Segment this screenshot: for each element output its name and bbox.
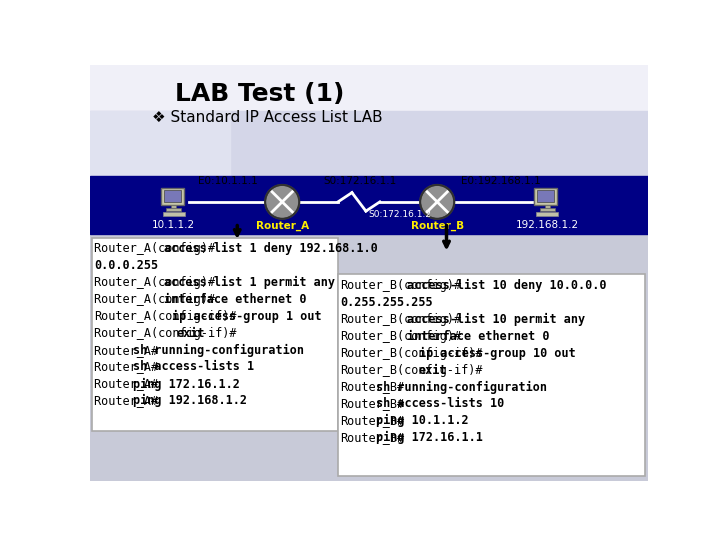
Text: 192.168.1.2: 192.168.1.2 bbox=[516, 220, 579, 231]
Text: Router_B#: Router_B# bbox=[341, 414, 405, 427]
Bar bbox=[90, 234, 214, 481]
Text: interface ethernet 0: interface ethernet 0 bbox=[164, 293, 307, 306]
Text: Router_B#: Router_B# bbox=[341, 381, 405, 394]
Text: E0:192.168.1.1: E0:192.168.1.1 bbox=[461, 176, 541, 186]
Text: Router_B(config-if)#: Router_B(config-if)# bbox=[341, 363, 483, 376]
Bar bbox=[163, 212, 184, 217]
Text: ip access-group 1 out: ip access-group 1 out bbox=[172, 309, 322, 323]
Text: interface ethernet 0: interface ethernet 0 bbox=[407, 330, 549, 343]
Text: LAB Test (1): LAB Test (1) bbox=[175, 82, 345, 106]
Text: 10.1.1.2: 10.1.1.2 bbox=[152, 220, 195, 231]
Text: Router_A#: Router_A# bbox=[94, 361, 165, 374]
Text: Router_A#: Router_A# bbox=[94, 377, 165, 390]
Text: Router_B(config)#: Router_B(config)# bbox=[341, 279, 462, 292]
Bar bbox=[171, 205, 176, 208]
Text: ping 172.16.1.1: ping 172.16.1.1 bbox=[376, 431, 482, 444]
Text: Router_A(config)#: Router_A(config)# bbox=[94, 293, 222, 306]
Bar bbox=[90, 234, 648, 481]
Bar bbox=[90, 111, 648, 234]
Text: Router_B#: Router_B# bbox=[341, 431, 405, 444]
Text: ping 192.168.1.2: ping 192.168.1.2 bbox=[133, 394, 247, 408]
Text: Router_B(config)#: Router_B(config)# bbox=[341, 330, 462, 343]
Bar bbox=[534, 188, 557, 205]
Text: sh access-lists 10: sh access-lists 10 bbox=[376, 397, 504, 410]
Text: ❖ Standard IP Access List LAB: ❖ Standard IP Access List LAB bbox=[152, 110, 382, 125]
Bar bbox=[539, 208, 555, 211]
Text: access-list 1 deny 192.168.1.0: access-list 1 deny 192.168.1.0 bbox=[164, 242, 378, 255]
Text: Router_A(config-if)#: Router_A(config-if)# bbox=[94, 327, 243, 340]
Text: Router_A: Router_A bbox=[256, 220, 309, 231]
Text: Router_A#: Router_A# bbox=[94, 343, 165, 356]
Text: Router_B: Router_B bbox=[410, 220, 464, 231]
Bar bbox=[161, 188, 184, 205]
Text: sh running-configuration: sh running-configuration bbox=[133, 343, 304, 356]
Text: Router_A(config-if)#: Router_A(config-if)# bbox=[94, 309, 236, 323]
Bar bbox=[536, 212, 558, 217]
Text: sh access-lists 1: sh access-lists 1 bbox=[133, 361, 254, 374]
Text: access-list 10 deny 10.0.0.0: access-list 10 deny 10.0.0.0 bbox=[407, 279, 606, 292]
Text: ping 172.16.1.2: ping 172.16.1.2 bbox=[133, 377, 240, 390]
Text: Router_B(config)#: Router_B(config)# bbox=[341, 313, 462, 326]
Bar bbox=[163, 190, 181, 202]
Text: sh running-configuration: sh running-configuration bbox=[376, 381, 546, 394]
Bar bbox=[537, 190, 554, 202]
Text: Router_B#: Router_B# bbox=[341, 397, 405, 410]
Text: Router_B(config-if)#: Router_B(config-if)# bbox=[341, 347, 483, 360]
Text: exit: exit bbox=[418, 363, 447, 376]
Bar bbox=[90, 65, 648, 111]
Text: ip access-group 10 out: ip access-group 10 out bbox=[418, 347, 575, 360]
Text: access-list 10 permit any: access-list 10 permit any bbox=[407, 313, 585, 326]
Text: Router_A(config)#: Router_A(config)# bbox=[94, 242, 222, 255]
Bar bbox=[166, 208, 181, 211]
Text: S0:172.16.1.2: S0:172.16.1.2 bbox=[369, 210, 431, 219]
Text: 0.255.255.255: 0.255.255.255 bbox=[341, 296, 433, 309]
Text: E0:10.1.1.1: E0:10.1.1.1 bbox=[198, 176, 258, 186]
Circle shape bbox=[420, 185, 454, 219]
Text: exit: exit bbox=[176, 327, 204, 340]
Circle shape bbox=[265, 185, 300, 219]
Text: 0.0.0.255: 0.0.0.255 bbox=[94, 259, 158, 272]
Bar bbox=[90, 111, 230, 234]
Bar bbox=[91, 238, 338, 430]
Bar bbox=[90, 177, 648, 234]
Text: Router_A#: Router_A# bbox=[94, 394, 165, 407]
Text: access-list 1 permit any: access-list 1 permit any bbox=[164, 276, 336, 289]
Text: Router_A(config)#: Router_A(config)# bbox=[94, 276, 222, 289]
Bar bbox=[338, 274, 645, 476]
Text: ping 10.1.1.2: ping 10.1.1.2 bbox=[376, 414, 468, 428]
Bar bbox=[545, 205, 549, 208]
Text: S0:172.16.1.1: S0:172.16.1.1 bbox=[323, 176, 396, 186]
